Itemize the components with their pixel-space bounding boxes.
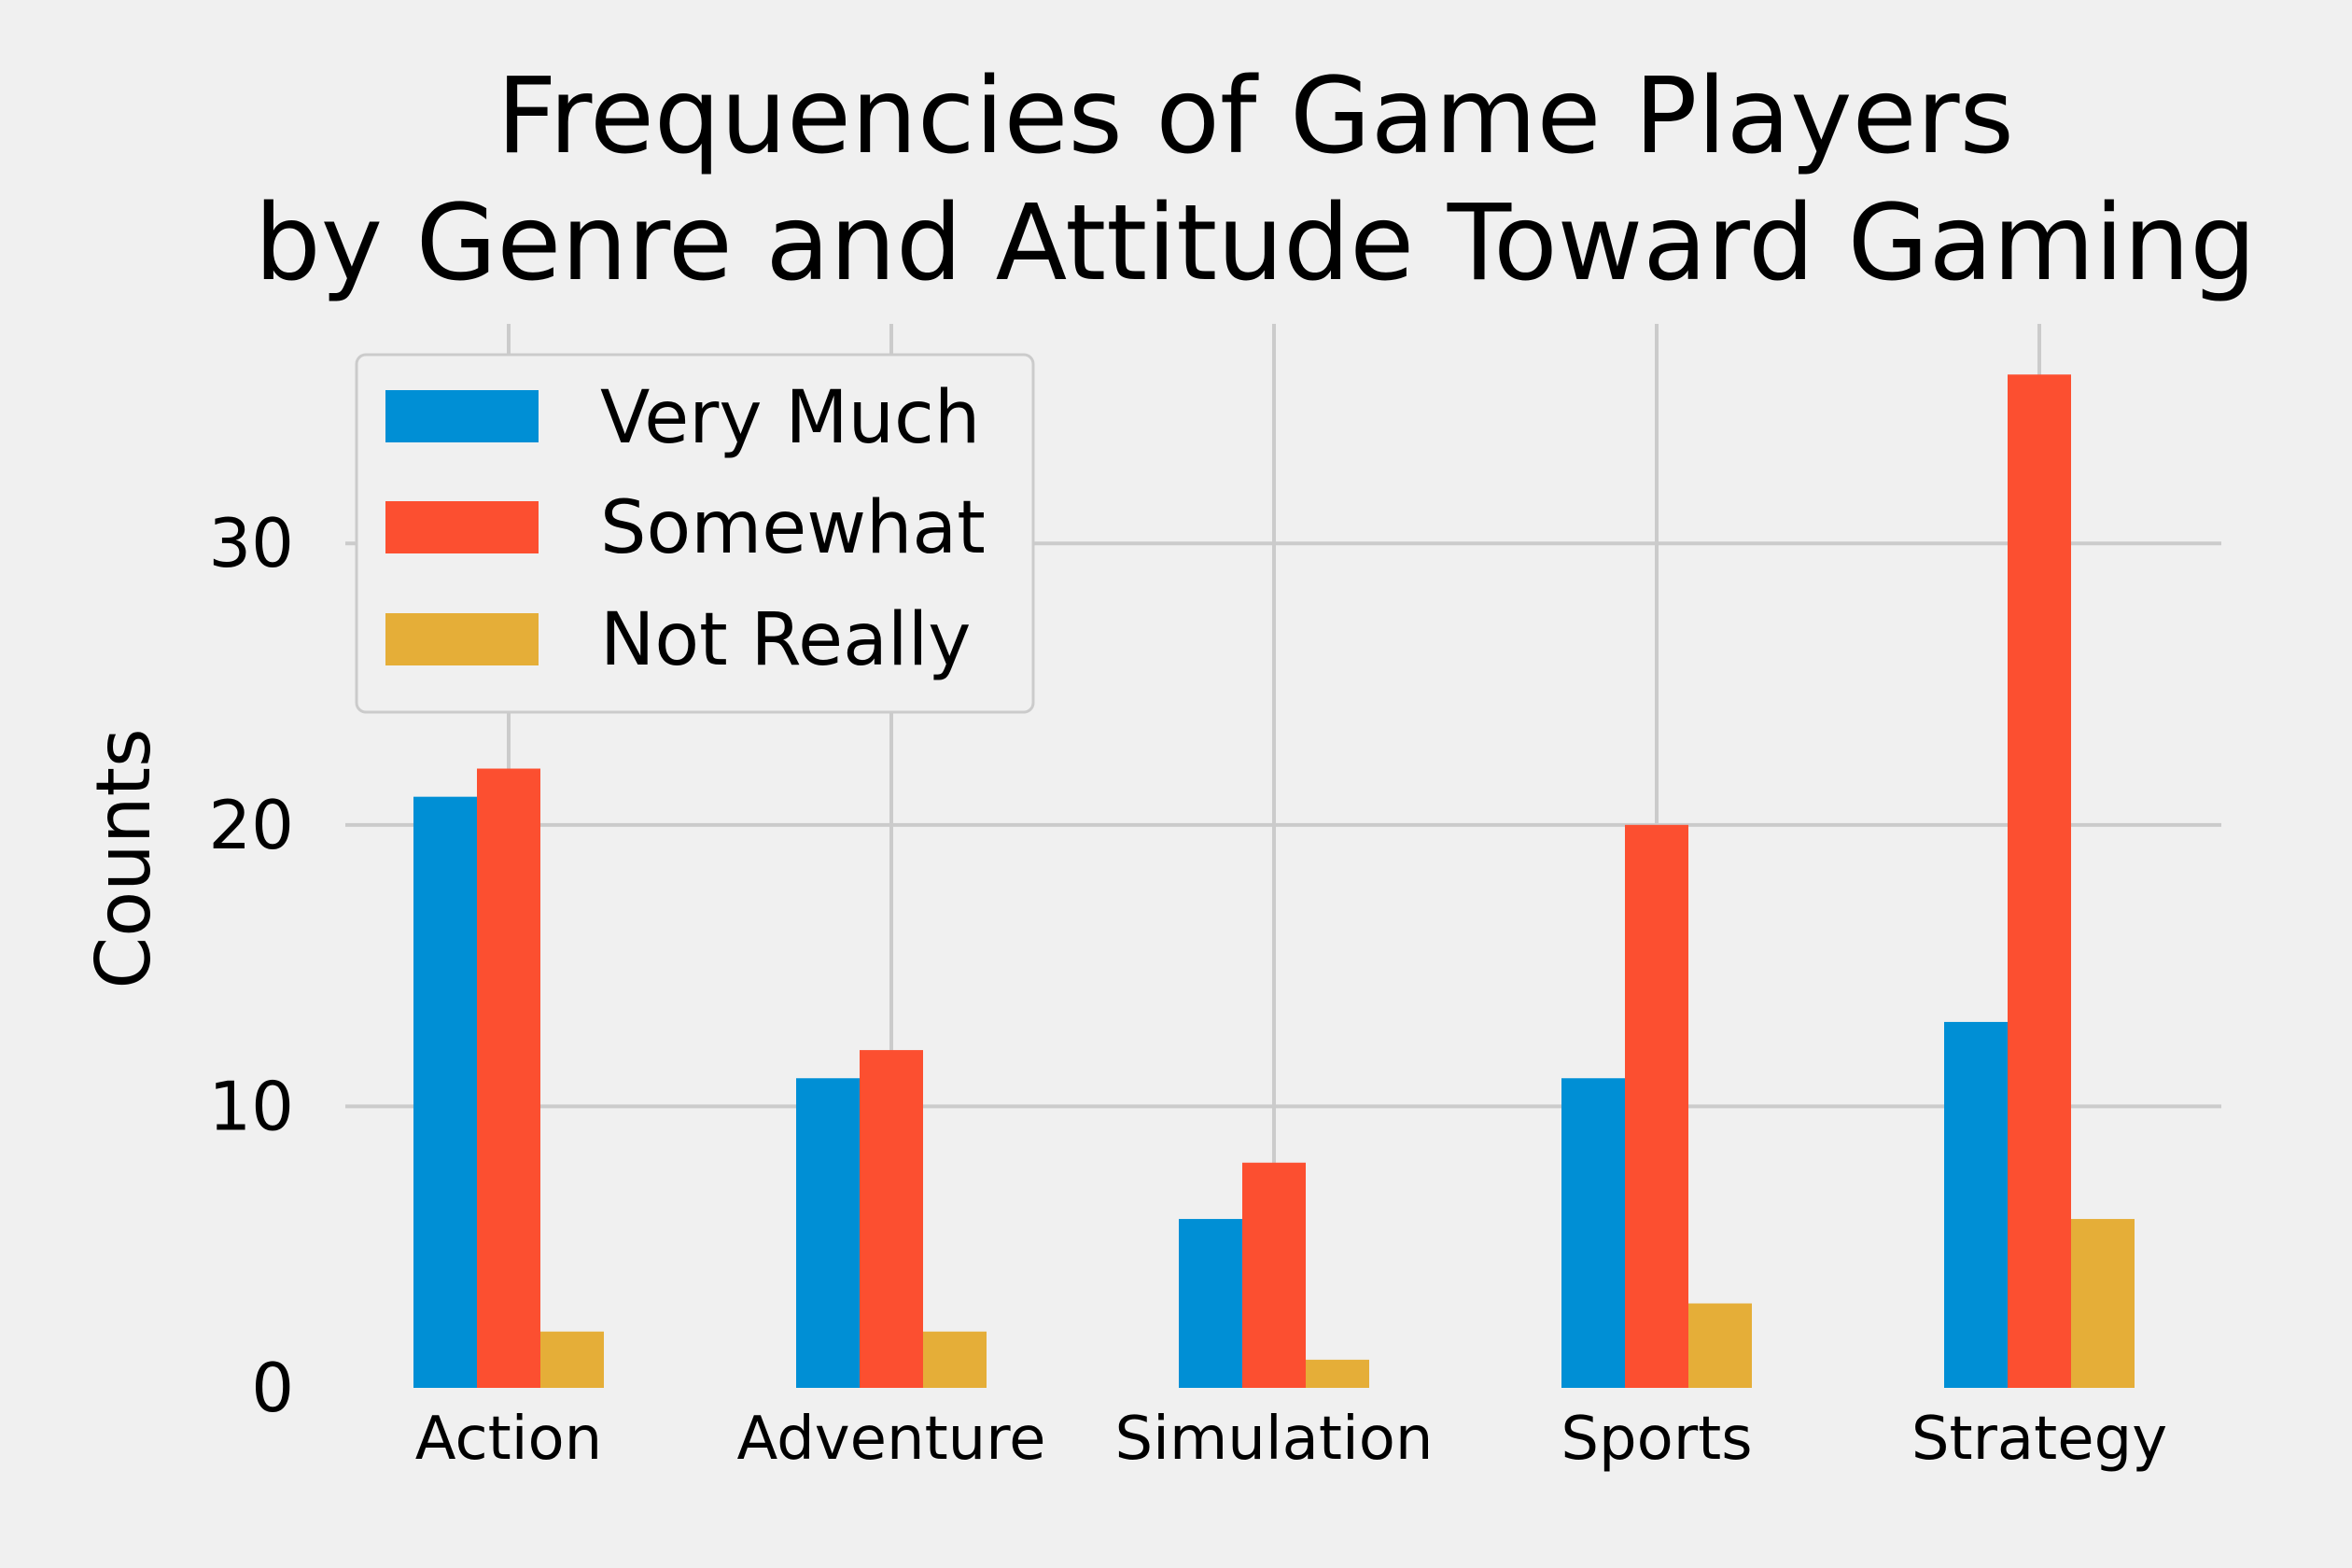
ticks-layer: 0 10 20 30 Action Adventure Simulation Sports St… — [208, 504, 2167, 1474]
chart-title-line-1: Frequencies of Game Players — [497, 56, 2014, 177]
x-tick-label: Adventure — [736, 1405, 1045, 1474]
bars-layer — [413, 374, 2135, 1389]
bar-somewhat-strategy — [2008, 374, 2071, 1389]
y-tick-label: 0 — [251, 1349, 294, 1427]
bar-very-much-adventure — [796, 1078, 860, 1388]
y-axis-label: Counts — [80, 728, 167, 988]
x-tick-label: Sports — [1561, 1405, 1752, 1474]
legend-label-not-really: Not Really — [600, 598, 971, 682]
bar-somewhat-adventure — [860, 1050, 923, 1388]
bar-somewhat-simulation — [1242, 1162, 1306, 1388]
bar-not-really-adventure — [923, 1331, 987, 1388]
legend-label-somewhat: Somewhat — [600, 486, 986, 570]
legend-swatch-somewhat — [385, 501, 539, 553]
y-tick-label: 10 — [208, 1067, 294, 1145]
x-tick-label: Simulation — [1115, 1405, 1434, 1474]
bar-very-much-sports — [1561, 1078, 1625, 1388]
x-tick-label: Action — [415, 1405, 602, 1474]
bar-very-much-strategy — [1944, 1021, 2008, 1388]
legend: Very Much Somewhat Not Really — [355, 353, 1035, 714]
y-tick-label: 20 — [208, 786, 294, 864]
bar-not-really-action — [540, 1331, 604, 1388]
bar-not-really-sports — [1688, 1303, 1752, 1388]
legend-swatch-very-much — [385, 390, 539, 442]
bar-somewhat-action — [477, 768, 540, 1388]
bar-not-really-simulation — [1306, 1359, 1369, 1388]
bar-somewhat-sports — [1625, 824, 1688, 1388]
legend-swatch-not-really — [385, 613, 539, 665]
bar-very-much-action — [413, 796, 477, 1388]
y-tick-label: 30 — [208, 504, 294, 582]
bar-very-much-simulation — [1179, 1219, 1242, 1388]
chart-title-line-2: by Genre and Attitude Toward Gaming — [255, 183, 2257, 304]
legend-label-very-much: Very Much — [600, 376, 980, 460]
x-tick-label: Strategy — [1911, 1405, 2167, 1474]
bar-not-really-strategy — [2071, 1219, 2135, 1388]
